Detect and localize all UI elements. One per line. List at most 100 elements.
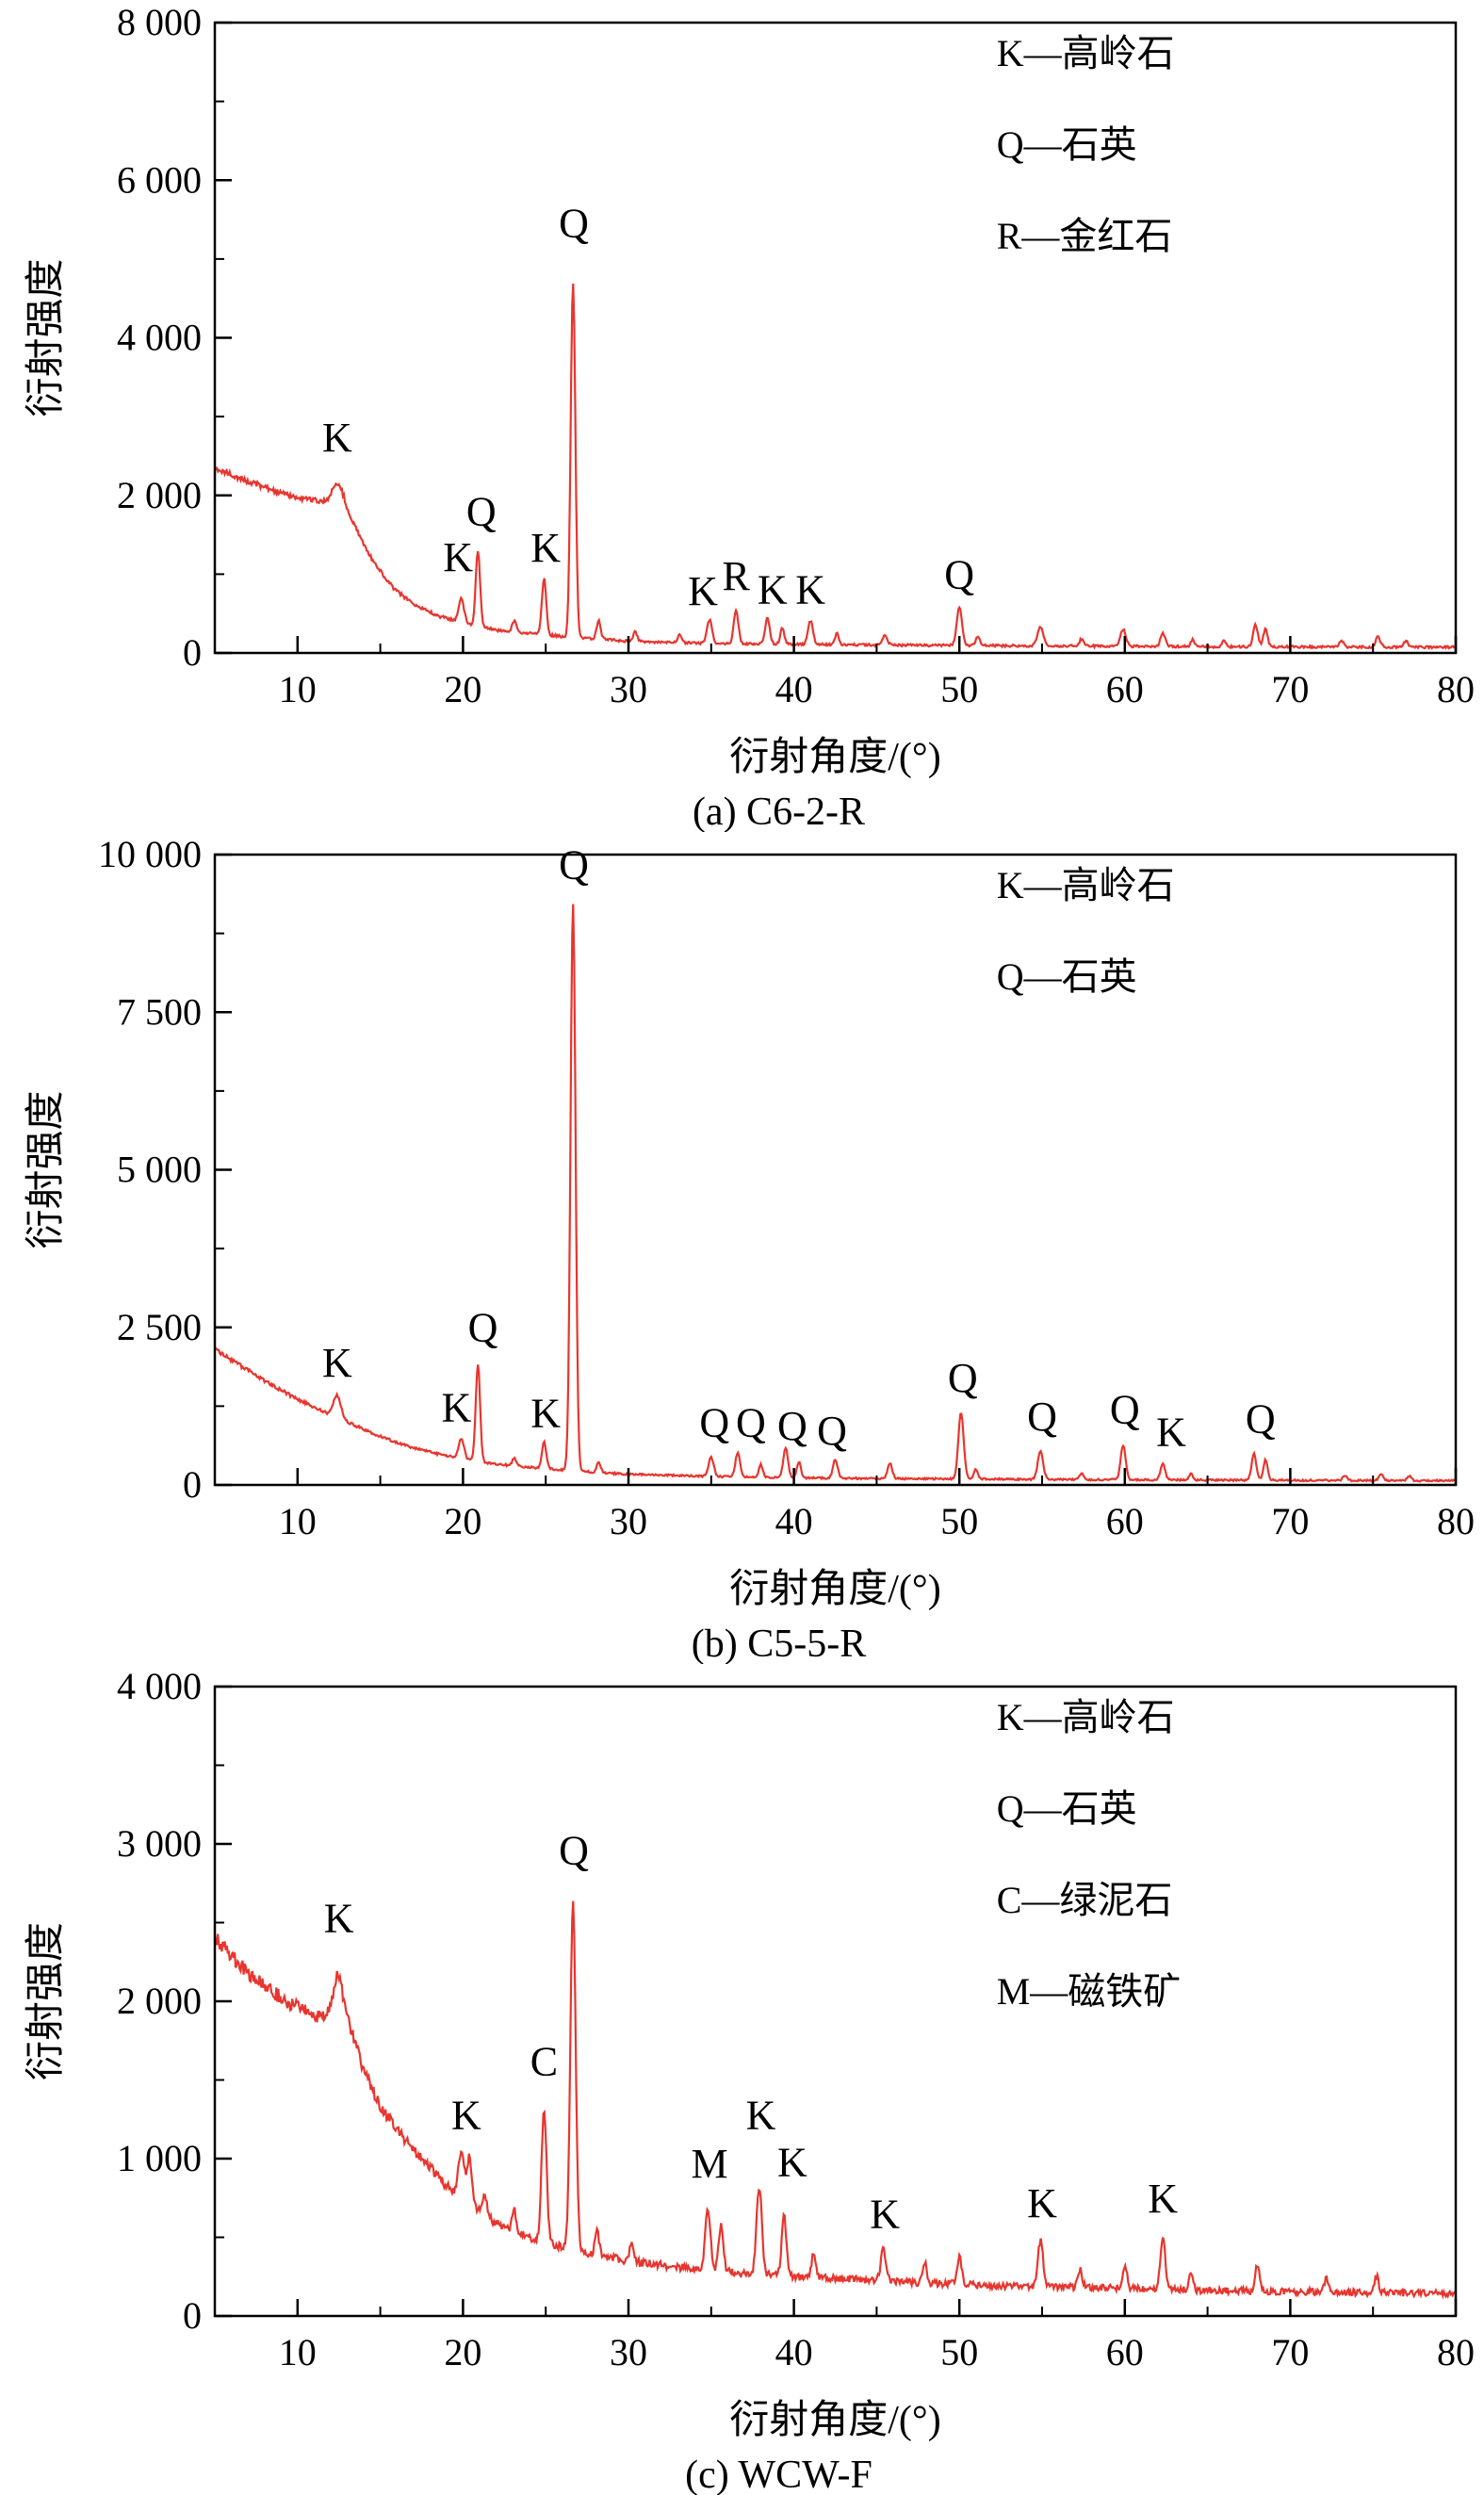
- peak-label: K: [758, 566, 788, 612]
- peak-label: Q: [736, 1399, 766, 1445]
- y-tick-label: 3 000: [117, 1822, 202, 1865]
- x-tick-label: 10: [279, 1500, 317, 1542]
- axis-box: [213, 21, 1458, 655]
- y-tick-label: 6 000: [117, 158, 202, 201]
- peak-label: K: [451, 2092, 481, 2138]
- x-tick-label: 80: [1437, 2331, 1475, 2373]
- xrd-panel-c: 10 20 30 40 50 60 70 80 0 1 000 2 000 3 000 4 000 K K C…: [0, 1664, 1484, 2495]
- peak-label: K: [1148, 2176, 1178, 2222]
- panel-caption: (c) WCW-F: [685, 2454, 872, 2495]
- peak-label: K: [870, 2191, 900, 2237]
- x-tick-label: 10: [279, 668, 317, 710]
- y-tick-label: 7 500: [117, 990, 202, 1033]
- peak-label: K: [322, 1340, 352, 1386]
- peak-label: K: [443, 534, 473, 580]
- legend-entry: K—高岭石: [997, 32, 1175, 74]
- peak-label: Q: [777, 1403, 807, 1449]
- peak-label: K: [322, 415, 352, 461]
- peak-label: K: [688, 568, 718, 614]
- x-tick-label: 50: [940, 2331, 978, 2373]
- x-tick-label: 70: [1271, 1500, 1309, 1542]
- peak-label: Q: [1027, 1394, 1057, 1440]
- legend-entry: Q—石英: [997, 955, 1137, 998]
- y-tick-label: 4 000: [117, 317, 202, 359]
- peak-label: K: [530, 1390, 561, 1436]
- peak-label: Q: [559, 200, 589, 246]
- xrd-panel-a: 10 20 30 40 50 60 70 80 0 2 000 4 000 6 000 8 000 K K Q…: [0, 0, 1484, 832]
- x-tick-label: 50: [940, 1500, 978, 1542]
- xrd-trace: [215, 283, 1456, 651]
- x-tick-label: 40: [775, 2331, 813, 2373]
- peak-label: Q: [1110, 1386, 1140, 1432]
- peak-label: Q: [468, 1304, 498, 1350]
- y-tick-label: 1 000: [117, 2137, 202, 2179]
- x-tick-label: 80: [1437, 1500, 1475, 1542]
- x-tick-label: 30: [610, 668, 647, 710]
- peak-label: K: [746, 2092, 776, 2138]
- y-tick-label: 0: [183, 631, 202, 674]
- y-tick-label: 2 500: [117, 1306, 202, 1348]
- x-axis-title: 衍射角度/(°): [729, 736, 940, 779]
- x-tick-label: 30: [610, 2331, 647, 2373]
- peak-label: K: [441, 1384, 471, 1430]
- x-tick-label: 70: [1271, 2331, 1309, 2373]
- peak-label: K: [1156, 1410, 1186, 1456]
- x-tick-label: 60: [1106, 2331, 1144, 2373]
- y-tick-label: 2 000: [117, 1980, 202, 2022]
- peak-label: R: [722, 553, 750, 599]
- x-tick-label: 50: [940, 668, 978, 710]
- y-tick-label: 5 000: [117, 1149, 202, 1191]
- x-tick-label: 40: [775, 1500, 813, 1542]
- xrd-trace: [215, 904, 1456, 1483]
- x-tick-label: 60: [1106, 668, 1144, 710]
- legend-entry: M—磁铁矿: [997, 1970, 1182, 2013]
- x-tick-label: 10: [279, 2331, 317, 2373]
- legend-entry: R—金红石: [997, 215, 1173, 257]
- y-axis-title: 衍射强度: [24, 1922, 68, 2080]
- peak-label: Q: [948, 1355, 978, 1401]
- legend-entry: Q—石英: [997, 1787, 1137, 1830]
- peak-label: Q: [699, 1399, 729, 1445]
- x-tick-label: 80: [1437, 668, 1475, 710]
- x-tick-label: 20: [444, 1500, 481, 1542]
- y-tick-label: 8 000: [117, 1, 202, 43]
- legend-entry: Q—石英: [997, 123, 1137, 166]
- peak-label: Q: [944, 551, 974, 597]
- peak-label: M: [691, 2141, 727, 2187]
- peak-label: K: [1027, 2180, 1057, 2226]
- y-tick-label: 0: [183, 1463, 202, 1506]
- panel-caption: (b) C5-5-R: [692, 1623, 866, 1664]
- peak-label: K: [324, 1896, 354, 1942]
- y-tick-label: 4 000: [117, 1665, 202, 1707]
- legend-entry: K—高岭石: [997, 1696, 1175, 1738]
- axis-box: [213, 853, 1458, 1487]
- y-tick-label: 0: [183, 2294, 202, 2337]
- peak-label: K: [777, 2139, 807, 2185]
- x-tick-label: 30: [610, 1500, 647, 1542]
- x-axis-title: 衍射角度/(°): [729, 1568, 940, 1611]
- x-tick-label: 20: [444, 668, 481, 710]
- legend-entry: K—高岭石: [997, 864, 1175, 906]
- peak-label: Q: [1246, 1395, 1276, 1442]
- panel-caption: (a) C6-2-R: [693, 791, 865, 832]
- y-tick-label: 2 000: [117, 474, 202, 516]
- y-axis-title: 衍射强度: [24, 1090, 68, 1248]
- x-tick-label: 20: [444, 2331, 481, 2373]
- x-tick-label: 60: [1106, 1500, 1144, 1542]
- peak-label: Q: [559, 841, 589, 888]
- peak-label: Q: [466, 489, 497, 535]
- peak-label: C: [530, 2038, 558, 2084]
- x-axis-title: 衍射角度/(°): [729, 2399, 940, 2442]
- legend-entry: C—绿泥石: [997, 1879, 1173, 1921]
- peak-label: Q: [817, 1408, 847, 1454]
- y-axis-title: 衍射强度: [24, 258, 68, 416]
- peak-label: K: [795, 566, 825, 612]
- y-tick-label: 10 000: [98, 833, 202, 875]
- peak-label: K: [530, 525, 561, 571]
- xrd-trace: [215, 1900, 1456, 2300]
- x-tick-label: 40: [775, 668, 813, 710]
